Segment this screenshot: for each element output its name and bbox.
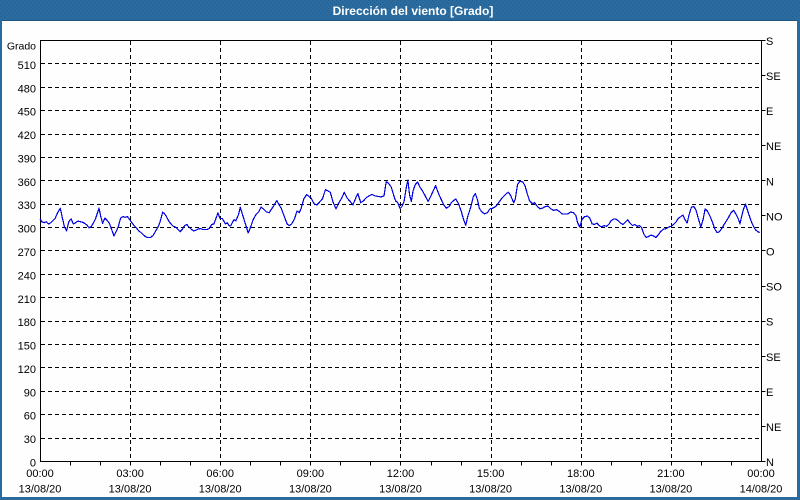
svg-text:18:00: 18:00 xyxy=(567,468,595,480)
svg-text:13/08/20: 13/08/20 xyxy=(109,484,152,496)
svg-text:06:00: 06:00 xyxy=(206,468,234,480)
svg-text:NE: NE xyxy=(766,141,781,153)
svg-text:390: 390 xyxy=(18,153,36,165)
svg-text:330: 330 xyxy=(18,200,36,212)
svg-text:Grado: Grado xyxy=(7,41,36,53)
svg-text:360: 360 xyxy=(18,177,36,189)
svg-text:90: 90 xyxy=(24,387,36,399)
svg-text:450: 450 xyxy=(18,107,36,119)
svg-text:NO: NO xyxy=(766,211,783,223)
svg-text:13/08/20: 13/08/20 xyxy=(289,484,332,496)
svg-text:N: N xyxy=(766,457,774,469)
svg-text:14/08/20: 14/08/20 xyxy=(740,484,783,496)
svg-text:120: 120 xyxy=(18,364,36,376)
svg-text:15:00: 15:00 xyxy=(477,468,505,480)
svg-text:180: 180 xyxy=(18,317,36,329)
svg-text:240: 240 xyxy=(18,270,36,282)
svg-text:N: N xyxy=(766,176,774,188)
svg-text:E: E xyxy=(766,106,773,118)
svg-text:0: 0 xyxy=(30,458,36,470)
svg-text:480: 480 xyxy=(18,83,36,95)
svg-text:13/08/20: 13/08/20 xyxy=(469,484,512,496)
svg-text:150: 150 xyxy=(18,341,36,353)
svg-text:03:00: 03:00 xyxy=(116,468,144,480)
svg-text:09:00: 09:00 xyxy=(297,468,325,480)
svg-text:300: 300 xyxy=(18,224,36,236)
svg-text:13/08/20: 13/08/20 xyxy=(559,484,602,496)
svg-text:O: O xyxy=(766,247,775,259)
svg-text:13/08/20: 13/08/20 xyxy=(379,484,422,496)
svg-text:S: S xyxy=(766,317,773,329)
svg-text:13/08/20: 13/08/20 xyxy=(19,484,62,496)
svg-text:SE: SE xyxy=(766,71,781,83)
svg-text:00:00: 00:00 xyxy=(26,468,54,480)
svg-text:E: E xyxy=(766,387,773,399)
svg-text:270: 270 xyxy=(18,247,36,259)
svg-text:Dirección del viento [Grado]: Dirección del viento [Grado] xyxy=(333,4,494,18)
svg-text:00:00: 00:00 xyxy=(747,468,775,480)
svg-text:21:00: 21:00 xyxy=(657,468,685,480)
svg-text:13/08/20: 13/08/20 xyxy=(199,484,242,496)
svg-text:12:00: 12:00 xyxy=(387,468,415,480)
svg-text:NE: NE xyxy=(766,422,781,434)
svg-text:510: 510 xyxy=(18,60,36,72)
svg-text:SO: SO xyxy=(766,282,782,294)
svg-text:60: 60 xyxy=(24,411,36,423)
svg-text:13/08/20: 13/08/20 xyxy=(649,484,692,496)
svg-text:420: 420 xyxy=(18,130,36,142)
svg-text:SE: SE xyxy=(766,352,781,364)
svg-text:S: S xyxy=(766,36,773,48)
svg-text:210: 210 xyxy=(18,294,36,306)
svg-text:30: 30 xyxy=(24,434,36,446)
